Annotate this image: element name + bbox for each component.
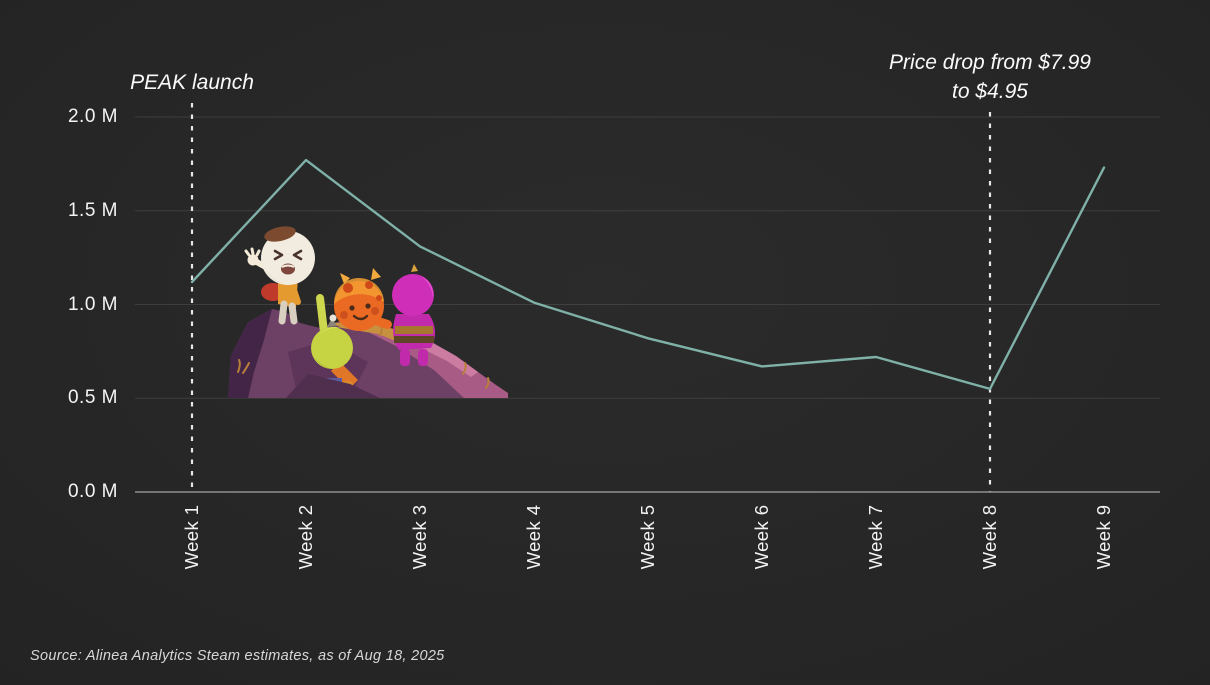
y-tick-label: 0.5 M: [67, 387, 118, 409]
x-tick-label: Week 7: [865, 504, 886, 570]
x-tick-label: Week 3: [409, 504, 430, 570]
y-tick-label: 1.0 M: [67, 293, 118, 315]
annotation-peak-launch: PEAK launch: [130, 68, 254, 97]
x-tick-label: Week 8: [979, 504, 1000, 570]
x-tick-label: Week 6: [751, 504, 772, 570]
peak-game-artwork: [228, 226, 508, 398]
y-tick-label: 0.0 M: [67, 481, 118, 502]
character-orange: [333, 268, 392, 331]
sales-line-series: [190, 158, 1106, 391]
x-tick-label: Week 4: [523, 504, 544, 570]
source-note: Source: Alinea Analytics Steam estimates…: [30, 648, 445, 664]
annotation-text-line: to $4.95: [952, 80, 1028, 103]
character-scout: [244, 226, 315, 325]
x-tick-label: Week 2: [295, 504, 316, 570]
annotation-text-line: Price drop from $7.99: [889, 51, 1091, 74]
annotation-text-line: PEAK launch: [130, 71, 254, 94]
rock-foreground: [286, 374, 380, 398]
annotation-price-drop: Price drop from $7.99 to $4.95: [889, 48, 1091, 106]
x-tick-label: Week 9: [1093, 504, 1114, 570]
character-magenta: [392, 264, 436, 366]
x-tick-label: Week 5: [637, 504, 658, 570]
y-tick-label: 1.5 M: [67, 199, 118, 221]
x-tick-label: Week 1: [181, 504, 202, 570]
y-tick-label: 2.0 M: [67, 106, 118, 127]
